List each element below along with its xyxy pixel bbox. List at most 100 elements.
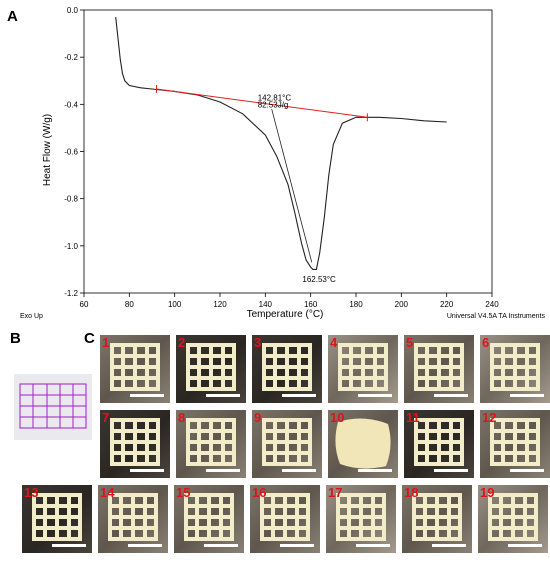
integration-baseline	[156, 88, 368, 118]
scaffold-lattice	[110, 418, 160, 466]
scaffold-photo: 16	[250, 485, 320, 553]
scale-bar	[130, 394, 164, 397]
scaffold-lattice	[490, 343, 540, 391]
chart-ticks: 60 80 100 120 140 160 180 200 220 240 0.0 -0.2 -0.4 -…	[64, 6, 499, 309]
scaffold-photo: 7	[100, 410, 170, 478]
scaffold-photo: 15	[174, 485, 244, 553]
cad-pattern-panel	[14, 374, 92, 440]
scaffold-lattice	[488, 493, 538, 541]
scale-bar	[510, 469, 544, 472]
photo-number-label: 7	[102, 410, 110, 425]
chart-axes	[83, 9, 493, 294]
x-tick-label: 160	[304, 300, 318, 309]
scale-bar	[206, 469, 240, 472]
scaffold-lattice	[262, 343, 312, 391]
photo-number-label: 18	[404, 485, 419, 500]
photo-number-label: 9	[254, 410, 262, 425]
scaffold-lattice	[414, 418, 464, 466]
scaffold-photo: 11	[404, 410, 474, 478]
scale-bar	[358, 394, 392, 397]
photo-number-label: 2	[178, 335, 186, 350]
photo-number-label: 12	[482, 410, 497, 425]
scale-bar	[358, 469, 392, 472]
scaffold-lattice	[110, 343, 160, 391]
photo-number-label: 11	[406, 410, 420, 425]
y-tick-label: -0.8	[64, 195, 78, 204]
y-axis-label: Heat Flow (W/g)	[42, 114, 53, 186]
scale-bar	[128, 544, 162, 547]
scale-bar	[130, 469, 164, 472]
y-tick-label: -0.2	[64, 53, 78, 62]
scale-bar	[282, 394, 316, 397]
scaffold-lattice	[412, 493, 462, 541]
photo-number-label: 3	[254, 335, 262, 350]
annotation-label: 142.81°C	[258, 93, 292, 102]
scaffold-photo: 12	[480, 410, 550, 478]
scaffold-photo: 19	[478, 485, 548, 553]
footer-right: Universal V4.5A TA Instruments	[447, 313, 546, 320]
photo-number-label: 14	[100, 485, 115, 500]
x-tick-label: 200	[395, 300, 409, 309]
scaffold-photo: 2	[176, 335, 246, 403]
grid-pattern-drawing	[19, 383, 87, 429]
scale-bar	[432, 544, 466, 547]
scale-bar	[282, 469, 316, 472]
annotation-leader-line	[271, 108, 313, 263]
chart-marks: 142.81°C82.53J/g 162.53°C	[115, 17, 447, 284]
scaffold-photo: 4	[328, 335, 398, 403]
photo-number-label: 6	[482, 335, 490, 350]
y-tick-label: -1.0	[64, 242, 78, 251]
photo-number-label: 16	[252, 485, 267, 500]
photo-number-label: 10	[330, 410, 345, 425]
y-tick-label: -0.6	[64, 148, 78, 157]
scaffold-lattice	[262, 418, 312, 466]
scale-bar	[510, 394, 544, 397]
y-tick-label: -0.4	[64, 100, 78, 109]
scaffold-lattice	[108, 493, 158, 541]
scaffold-photo: 3	[252, 335, 322, 403]
y-tick-label: -1.2	[64, 289, 78, 298]
x-tick-label: 60	[80, 300, 89, 309]
scale-bar	[206, 394, 240, 397]
scaffold-photo: 14	[98, 485, 168, 553]
scaffold-lattice	[184, 493, 234, 541]
photo-number-label: 5	[406, 335, 414, 350]
panel-label-c: C	[84, 330, 95, 347]
footer-left: Exo Up	[20, 313, 43, 320]
scaffold-lattice	[186, 343, 236, 391]
y-tick-label: 0.0	[67, 6, 79, 15]
photo-number-label: 13	[24, 485, 39, 500]
scaffold-lattice	[490, 418, 540, 466]
scale-bar	[280, 544, 314, 547]
scale-bar	[356, 544, 390, 547]
scaffold-lattice	[414, 343, 464, 391]
x-tick-label: 100	[168, 300, 182, 309]
photo-number-label: 8	[178, 410, 186, 425]
x-tick-label: 180	[349, 300, 363, 309]
panel-label-b: B	[10, 330, 21, 347]
photo-number-label: 1	[102, 335, 110, 350]
x-tick-label: 240	[485, 300, 499, 309]
photo-number-label: 17	[328, 485, 343, 500]
scaffold-photo: 6	[480, 335, 550, 403]
scaffold-lattice	[338, 343, 388, 391]
scaffold-lattice	[260, 493, 310, 541]
plot-frame	[83, 9, 493, 294]
scaffold-photo: 18	[402, 485, 472, 553]
scale-bar	[204, 544, 238, 547]
scaffold-photo: 8	[176, 410, 246, 478]
x-tick-label: 140	[259, 300, 273, 309]
scaffold-photo: 1	[100, 335, 170, 403]
x-axis-label: Temperature (°C)	[247, 309, 324, 320]
scaffold-photo: 9	[252, 410, 322, 478]
x-tick-label: 220	[440, 300, 454, 309]
x-tick-label: 120	[213, 300, 227, 309]
x-tick-label: 80	[125, 300, 134, 309]
scaffold-lattice	[336, 493, 386, 541]
scaffold-photo: 13	[22, 485, 92, 553]
annotation-label: 162.53°C	[302, 275, 336, 284]
scale-bar	[434, 469, 468, 472]
scaffold-lattice	[335, 418, 391, 469]
scaffold-lattice	[32, 493, 82, 541]
dsc-chart: 60 80 100 120 140 160 180 200 220 240 0.0 -0.2 -0.4 -…	[20, 6, 546, 320]
